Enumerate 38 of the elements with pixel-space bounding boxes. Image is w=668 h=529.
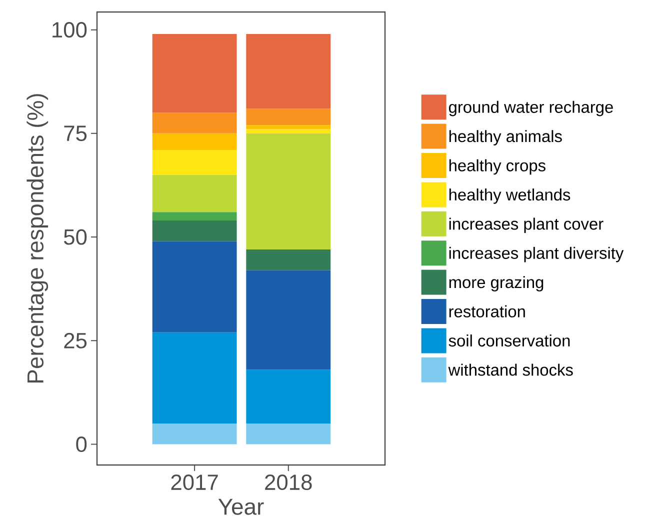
bar xyxy=(152,424,237,444)
legend-label: more grazing xyxy=(449,276,544,292)
bar xyxy=(152,220,237,242)
y-tick-label: 25 xyxy=(64,332,87,348)
legend-label: healthy animals xyxy=(449,130,562,146)
legend-label: increases plant diversity xyxy=(449,246,624,262)
bar xyxy=(246,108,331,126)
y-tick-label: 75 xyxy=(64,126,87,142)
bar xyxy=(152,241,237,332)
bar xyxy=(152,332,237,424)
legend-label: healthy wetlands xyxy=(449,188,570,204)
x-axis-title: Year xyxy=(218,498,264,515)
bar xyxy=(152,212,237,220)
x-tick-label: 2018 xyxy=(265,474,312,490)
bar xyxy=(246,270,331,370)
y-tick-label: 100 xyxy=(52,22,87,38)
legend-label: healthy crops xyxy=(449,159,546,175)
bar xyxy=(246,370,331,424)
bar xyxy=(152,34,237,113)
bar xyxy=(246,249,331,270)
bar xyxy=(246,129,331,134)
legend-label: withstand shocks xyxy=(448,364,573,376)
x-tick-label: 2017 xyxy=(171,474,218,490)
y-tick-label: 0 xyxy=(76,436,87,452)
bar xyxy=(152,133,237,150)
bar xyxy=(246,34,331,109)
legend-label: ground water recharge xyxy=(448,100,613,116)
bar xyxy=(246,424,331,444)
bar xyxy=(152,112,237,134)
legend-label: restoration xyxy=(449,305,525,318)
bar xyxy=(246,133,331,250)
bar xyxy=(152,150,237,175)
bar xyxy=(246,125,331,130)
bar xyxy=(152,174,237,212)
legend-label: soil conservation xyxy=(448,334,570,347)
y-tick-label: 50 xyxy=(64,229,87,245)
y-axis-title: Percentage respondents (%) xyxy=(26,94,48,382)
legend-label: increases plant cover xyxy=(449,218,604,234)
